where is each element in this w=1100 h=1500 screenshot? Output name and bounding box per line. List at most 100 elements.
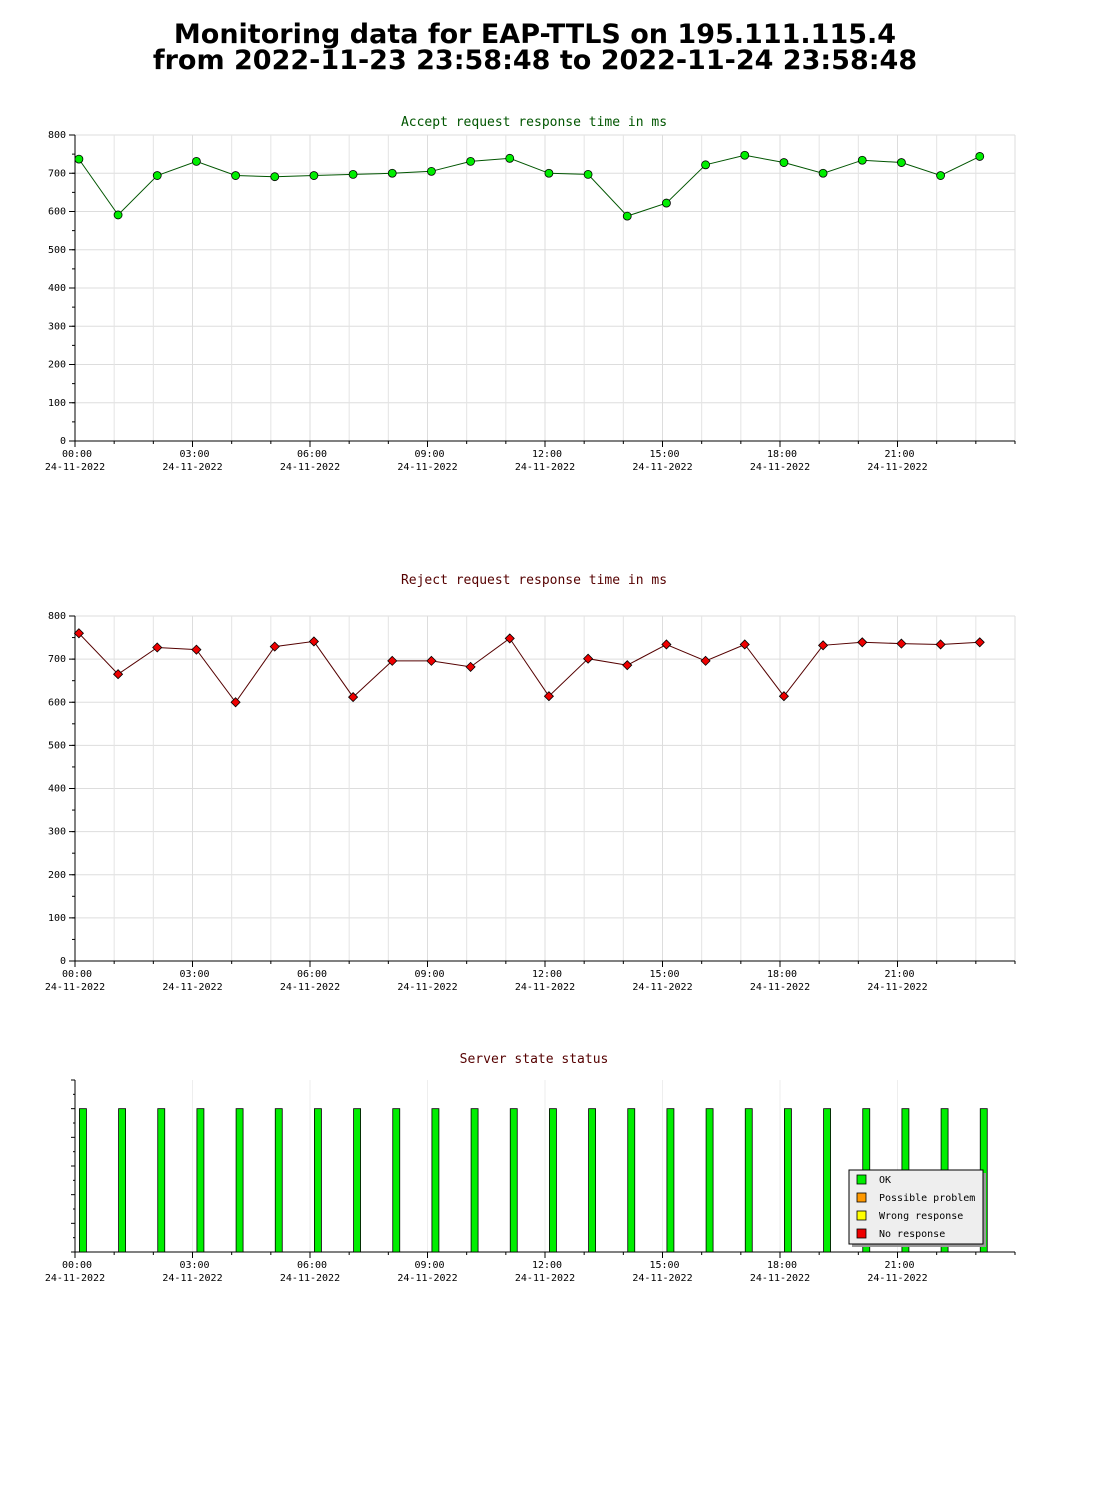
x-tick-label-time: 00:00 — [62, 969, 92, 980]
status-bar — [118, 1108, 126, 1253]
status-bar — [666, 1108, 675, 1253]
x-tick-label-time: 15:00 — [649, 449, 679, 460]
reject-data-point — [818, 640, 829, 651]
status-chart-title: Server state status — [460, 1052, 609, 1067]
x-tick-label-time: 06:00 — [297, 1260, 327, 1271]
accept-series-line — [78, 154, 981, 217]
status-bar — [470, 1108, 479, 1253]
reject-data-point — [465, 661, 476, 672]
accept-data-point — [544, 168, 554, 178]
status-bar — [784, 1108, 792, 1253]
accept-data-point — [309, 171, 319, 180]
x-tick-label-date: 24-11-2022 — [750, 462, 810, 473]
reject-data-point — [622, 660, 633, 671]
status-bar — [744, 1108, 753, 1253]
x-tick-label-date: 24-11-2022 — [162, 462, 222, 473]
legend-swatch — [856, 1210, 867, 1221]
x-tick-label-time: 21:00 — [884, 449, 914, 460]
y-tick-label: 500 — [48, 245, 66, 256]
status-bar — [79, 1108, 87, 1253]
x-tick-label-date: 24-11-2022 — [632, 462, 692, 473]
y-tick-label: 200 — [48, 360, 66, 371]
y-tick-label: 800 — [48, 130, 66, 141]
x-tick-label-time: 09:00 — [414, 449, 444, 460]
x-tick-label-time: 06:00 — [297, 449, 327, 460]
reject-data-point — [230, 697, 241, 708]
accept-data-point — [192, 156, 201, 166]
reject-data-point — [426, 655, 437, 666]
x-tick-label-date: 24-11-2022 — [397, 982, 457, 993]
reject-data-point — [113, 669, 124, 680]
y-tick-label: 100 — [48, 913, 66, 924]
status-bar — [431, 1108, 440, 1253]
status-legend: OK Possible problem Wrong response No respo… — [848, 1169, 986, 1247]
reject-chart-title: Reject request response time in ms — [401, 573, 667, 588]
x-tick-label-date: 24-11-2022 — [45, 462, 105, 473]
accept-data-point — [270, 172, 280, 182]
y-tick-label: 100 — [48, 398, 66, 409]
x-tick-label-date: 24-11-2022 — [867, 982, 927, 993]
x-tick-label-time: 15:00 — [649, 969, 679, 980]
x-tick-label-date: 24-11-2022 — [632, 1273, 692, 1284]
legend-swatch — [856, 1192, 867, 1203]
status-bar — [823, 1108, 831, 1253]
reject-data-point — [543, 691, 554, 702]
legend-label: No response — [879, 1229, 945, 1240]
reject-data-point — [583, 653, 594, 664]
x-tick-label-time: 18:00 — [767, 449, 797, 460]
legend-label: OK — [879, 1175, 891, 1186]
x-tick-label-date: 24-11-2022 — [162, 1273, 222, 1284]
x-tick-label-date: 24-11-2022 — [867, 462, 927, 473]
status-bar — [157, 1108, 166, 1253]
reject-data-point — [504, 633, 515, 644]
accept-data-point — [466, 156, 475, 166]
y-tick-label: 600 — [48, 697, 66, 708]
accept-data-point — [231, 171, 240, 180]
status-bar — [705, 1108, 714, 1253]
reject-data-point — [935, 639, 946, 650]
status-bar — [392, 1108, 401, 1253]
x-tick-label-date: 24-11-2022 — [162, 982, 222, 993]
reject-data-point — [974, 637, 985, 648]
x-tick-label-date: 24-11-2022 — [280, 1273, 340, 1284]
accept-data-point — [427, 166, 436, 176]
accept-data-point — [975, 152, 985, 161]
status-bar — [627, 1108, 636, 1253]
accept-data-point — [583, 169, 593, 179]
accept-data-point — [897, 158, 906, 167]
reject-chart: Reject request response time in ms 0 100 20… — [45, 573, 1016, 993]
accept-data-point — [348, 169, 358, 179]
accept-data-point — [701, 160, 710, 170]
reject-data-point — [857, 637, 868, 648]
status-bar — [549, 1108, 557, 1253]
accept-data-point — [818, 168, 828, 178]
y-tick-label: 0 — [60, 436, 66, 447]
y-tick-label: 0 — [60, 956, 66, 967]
x-tick-label-time: 18:00 — [767, 969, 797, 980]
page-title-line-1: Monitoring data for EAP-TTLS on 195.111.… — [173, 19, 897, 50]
accept-data-point — [662, 198, 671, 208]
x-tick-label-date: 24-11-2022 — [515, 1273, 575, 1284]
x-tick-label-time: 21:00 — [884, 1260, 914, 1271]
y-tick-label: 800 — [48, 611, 66, 622]
y-tick-label: 400 — [48, 784, 66, 795]
x-tick-label-time: 09:00 — [414, 1260, 444, 1271]
x-tick-label-time: 15:00 — [649, 1260, 679, 1271]
y-tick-label: 400 — [48, 283, 66, 294]
reject-data-point — [191, 644, 202, 655]
x-tick-label-date: 24-11-2022 — [397, 1273, 457, 1284]
status-bar — [235, 1108, 244, 1253]
x-tick-label-date: 24-11-2022 — [515, 982, 575, 993]
y-tick-label: 300 — [48, 321, 66, 332]
accept-chart-title: Accept request response time in ms — [401, 115, 667, 130]
x-tick-label-time: 03:00 — [179, 1260, 209, 1271]
page-title: Monitoring data for EAP-TTLS on 195.111.… — [0, 19, 1070, 74]
x-tick-label-time: 12:00 — [532, 969, 562, 980]
accept-data-point — [622, 211, 632, 221]
x-tick-label-time: 00:00 — [62, 1260, 92, 1271]
legend-box — [848, 1169, 984, 1245]
x-tick-label-date: 24-11-2022 — [632, 982, 692, 993]
x-tick-label-time: 21:00 — [884, 969, 914, 980]
reject-data-point — [661, 639, 672, 650]
